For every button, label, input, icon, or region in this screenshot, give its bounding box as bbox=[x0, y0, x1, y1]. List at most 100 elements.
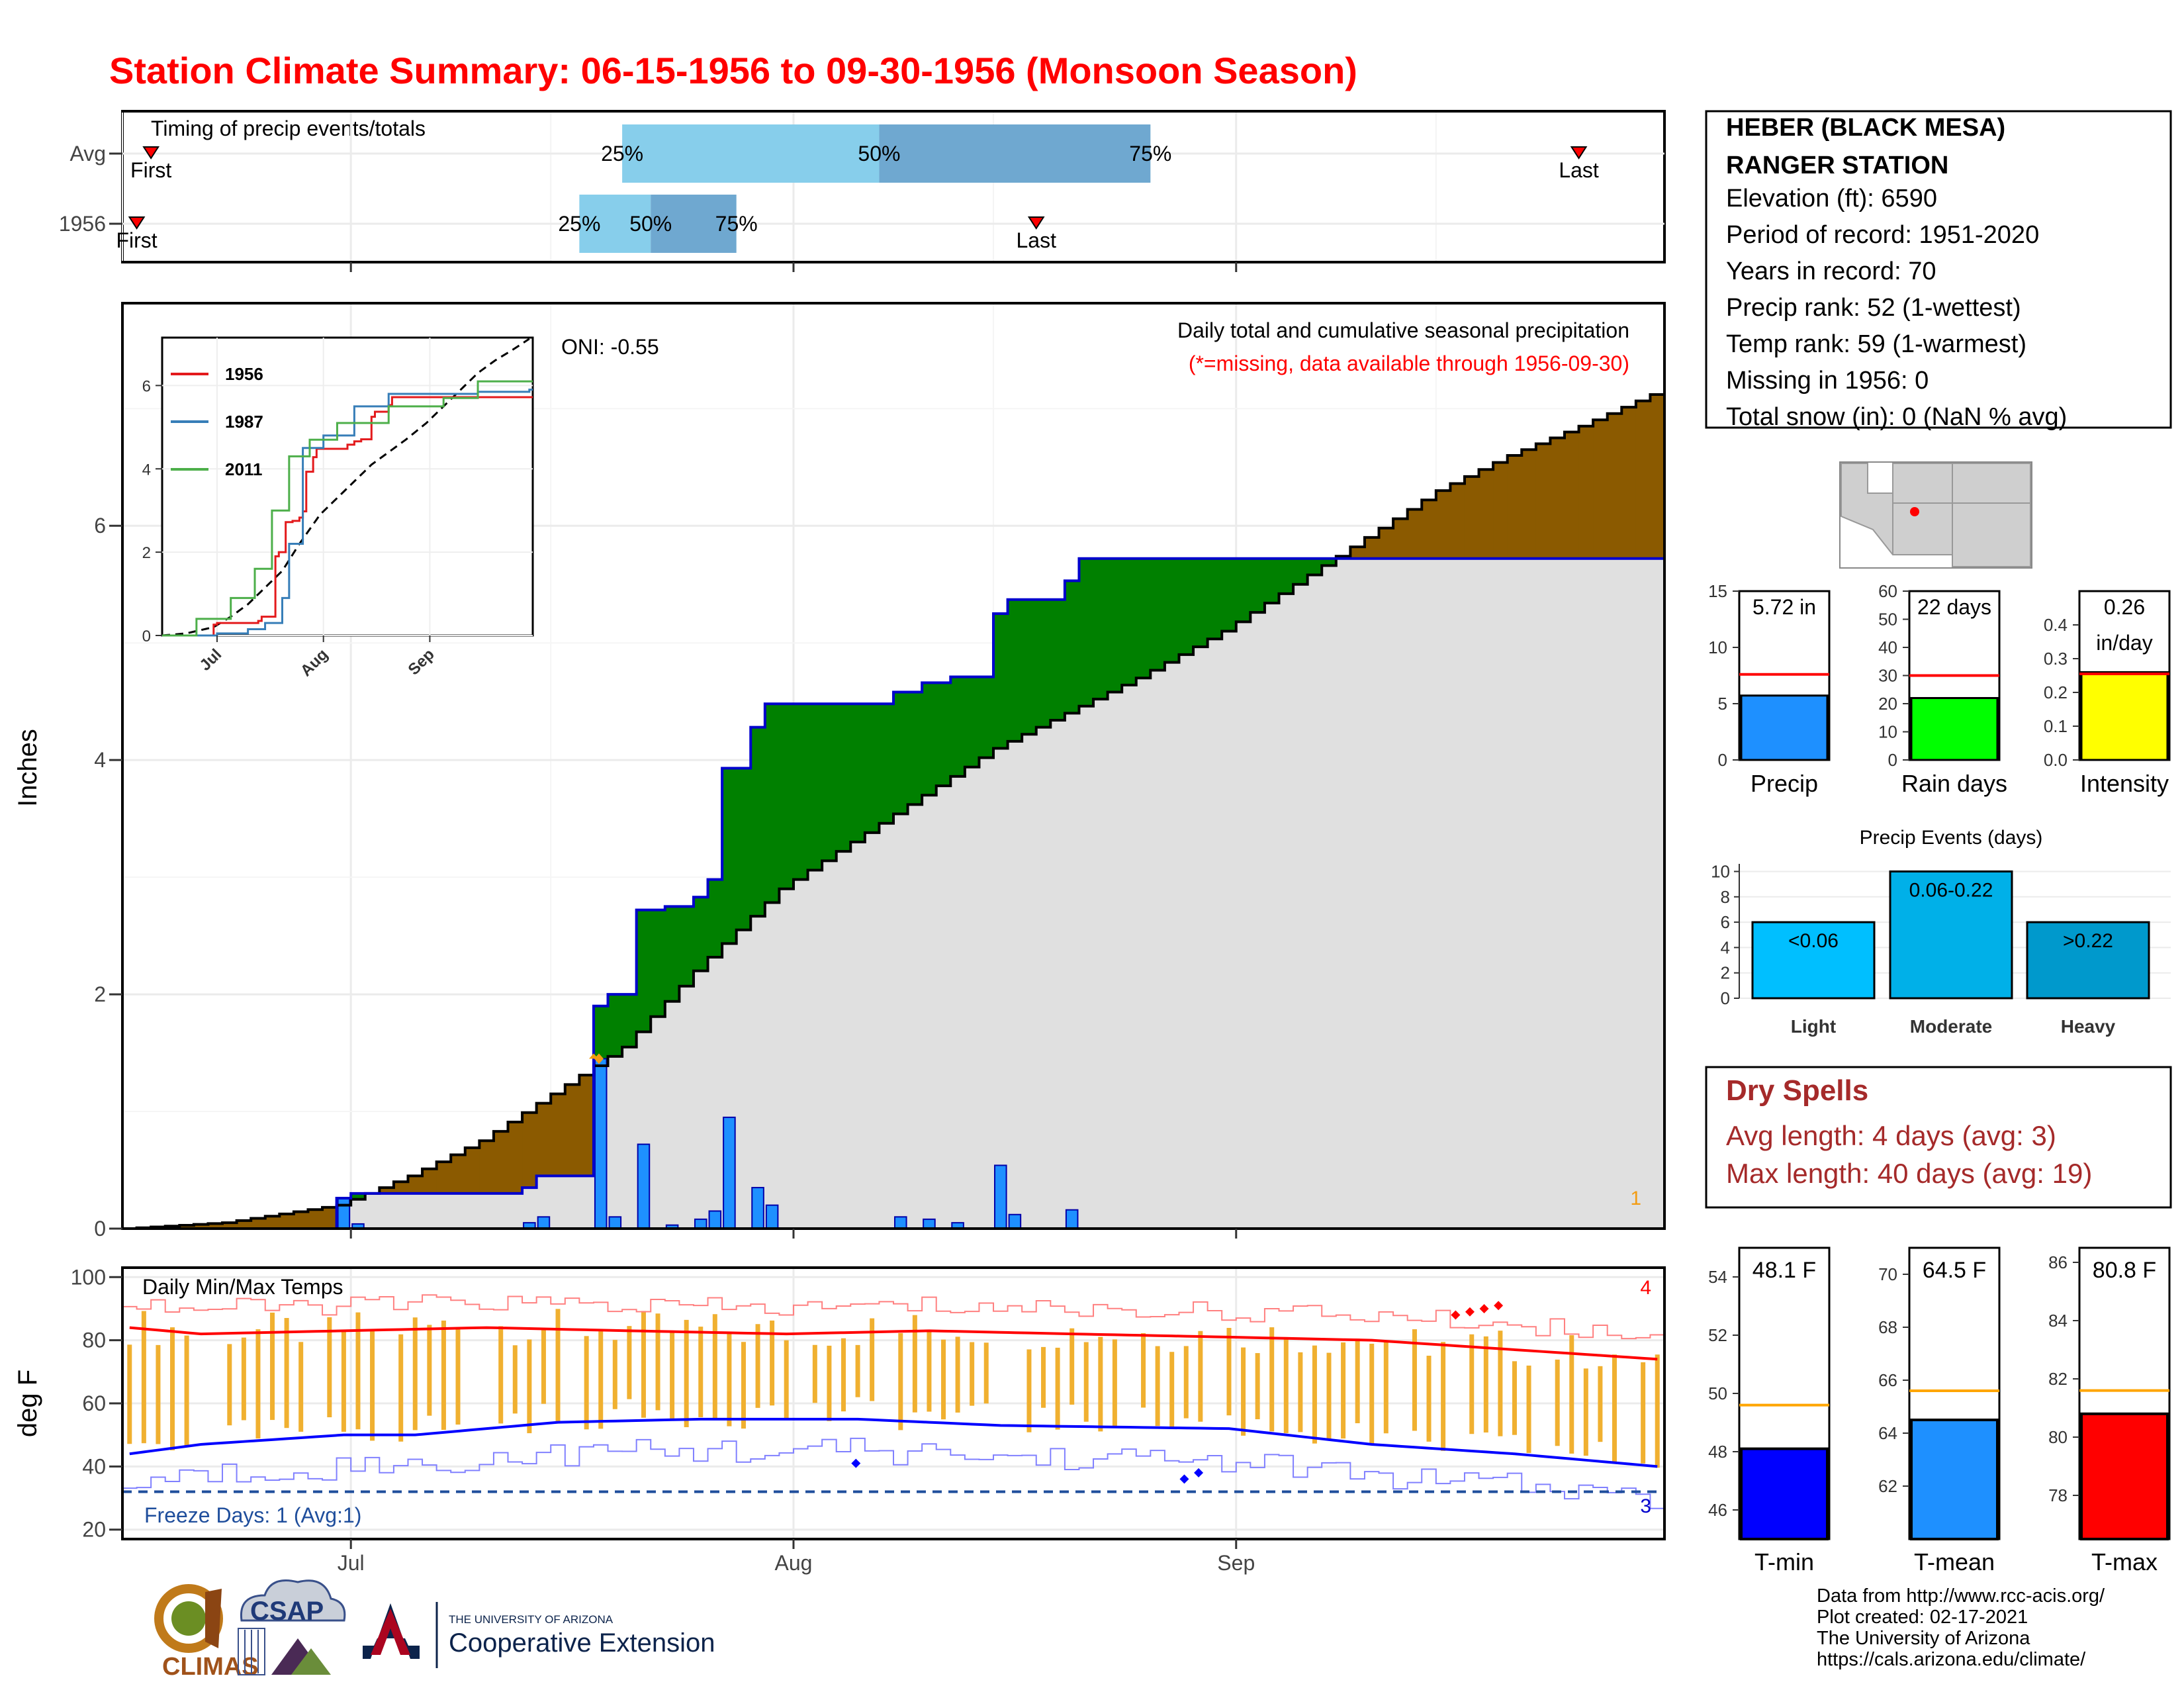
last-event-label: Last bbox=[1559, 158, 1599, 182]
timing-row-label: 1956 bbox=[59, 212, 106, 236]
temp-bar-ytick-label: 62 bbox=[1878, 1476, 1897, 1496]
precip-events-category-label: Moderate bbox=[1910, 1016, 1992, 1037]
summary-value-label: 22 days bbox=[1917, 595, 1991, 619]
above-normal-area bbox=[593, 1006, 609, 1066]
temp-value-label: 80.8 F bbox=[2093, 1258, 2156, 1283]
record-high-marker bbox=[1465, 1307, 1475, 1317]
y-axis-label: Inches bbox=[13, 729, 42, 807]
daily-temp-range bbox=[1326, 1352, 1332, 1440]
credit-line: Plot created: 02-17-2021 bbox=[1817, 1607, 2028, 1628]
station-info-line: Period of record: 1951-2020 bbox=[1726, 221, 2039, 249]
summary-ytick-label: 15 bbox=[1708, 581, 1727, 601]
temp-panel-label: Daily Min/Max Temps bbox=[142, 1275, 343, 1299]
summary-ytick-label: 30 bbox=[1878, 666, 1897, 686]
below-normal-area bbox=[308, 1209, 323, 1229]
temp-bar-label: T-max bbox=[2091, 1548, 2158, 1575]
summary-ytick-label: 0.4 bbox=[2044, 615, 2068, 635]
daily-temp-range bbox=[541, 1330, 546, 1404]
above-normal-area bbox=[722, 768, 737, 944]
daily-temp-range bbox=[1369, 1343, 1375, 1444]
missing-note: (*=missing, data available through 1956-… bbox=[1189, 352, 1629, 375]
temp-ytick-label: 60 bbox=[82, 1391, 106, 1415]
daily-temp-range bbox=[1412, 1329, 1417, 1431]
below-normal-area bbox=[1578, 426, 1594, 559]
daily-temp-range bbox=[127, 1344, 132, 1444]
temp-bar-ytick-label: 84 bbox=[2048, 1311, 2068, 1331]
above-normal-area bbox=[679, 906, 694, 986]
below-normal-area bbox=[208, 1223, 223, 1229]
above-normal-area bbox=[864, 704, 880, 833]
daily-temp-range bbox=[284, 1318, 289, 1429]
daily-precip-bar bbox=[694, 1218, 707, 1229]
quartile-label-50: 50% bbox=[858, 142, 900, 165]
temp-bar-ytick-label: 48 bbox=[1708, 1442, 1727, 1462]
last-event-label: Last bbox=[1016, 228, 1056, 252]
daily-temp-range bbox=[1298, 1352, 1303, 1432]
above-normal-area bbox=[1179, 558, 1194, 655]
summary-bar-chart-rain-days: 0 10 20 30 40 50 60 22 days Rain days bbox=[1878, 581, 2007, 797]
above-normal-area bbox=[1107, 558, 1122, 692]
daily-temp-range bbox=[855, 1344, 860, 1397]
precip-events-bar-heavy bbox=[2026, 921, 2150, 1000]
summary-ytick-label: 60 bbox=[1878, 581, 1897, 601]
summary-value-unit: in/day bbox=[2096, 631, 2152, 655]
legend-label-1956: 1956 bbox=[225, 364, 263, 384]
below-normal-area bbox=[522, 1112, 537, 1188]
daily-precip-bar bbox=[337, 1197, 351, 1229]
daily-precip-bar bbox=[765, 1204, 779, 1229]
temp-bar-ytick-label: 78 bbox=[2048, 1485, 2068, 1505]
daily-temp-range bbox=[841, 1338, 846, 1412]
daily-temp-range bbox=[1655, 1354, 1660, 1468]
below-normal-area bbox=[536, 1103, 551, 1176]
temp-bar-ytick-label: 54 bbox=[1708, 1267, 1727, 1287]
temp-bar-ytick-label: 52 bbox=[1708, 1325, 1727, 1345]
daily-temp-range bbox=[427, 1325, 432, 1416]
station-info-line: Years in record: 70 bbox=[1726, 258, 1936, 285]
climas-logo: CLIMAS bbox=[154, 1584, 259, 1681]
below-normal-area bbox=[1407, 509, 1422, 559]
above-normal-area bbox=[351, 1193, 366, 1199]
below-normal-area bbox=[1564, 432, 1580, 559]
daily-temp-range bbox=[898, 1333, 903, 1430]
timing-panel: Timing of precip events/totals Avg 25% 50%… bbox=[59, 110, 1666, 263]
above-normal-area bbox=[1250, 558, 1265, 613]
above-normal-area bbox=[964, 677, 980, 767]
record-low-marker bbox=[1194, 1468, 1204, 1477]
average-cumulative-line bbox=[122, 393, 1664, 1230]
record-low-count: 3 bbox=[1640, 1495, 1651, 1517]
university-name: THE UNIVERSITY OF ARIZONA bbox=[449, 1613, 614, 1626]
above-normal-area bbox=[1079, 558, 1094, 706]
daily-temp-range bbox=[584, 1336, 589, 1430]
daily-temp-range bbox=[527, 1339, 532, 1434]
daily-temp-range bbox=[784, 1340, 789, 1419]
above-normal-area bbox=[1222, 558, 1237, 632]
above-normal-area bbox=[1236, 558, 1251, 622]
record-high-marker bbox=[1451, 1310, 1461, 1320]
below-normal-area bbox=[479, 1141, 494, 1194]
record-high-marker bbox=[1494, 1301, 1504, 1311]
summary-ytick-label: 0.1 bbox=[2044, 716, 2068, 736]
normal-area bbox=[122, 558, 1664, 1229]
main-ytick-label: 4 bbox=[94, 748, 106, 772]
daily-temp-range bbox=[555, 1309, 561, 1421]
daily-temp-range bbox=[1598, 1366, 1603, 1442]
credit-line: The University of Arizona bbox=[1817, 1628, 2030, 1649]
below-normal-area bbox=[322, 1207, 338, 1229]
daily-precip-bar bbox=[923, 1218, 936, 1229]
below-normal-area bbox=[1550, 438, 1565, 559]
oni-label: ONI: -0.55 bbox=[561, 335, 659, 359]
above-normal-area bbox=[893, 692, 909, 814]
temperature-panel: Daily Min/Max Temps Freeze Days: 1 (Avg:… bbox=[13, 262, 1666, 1575]
locator-map bbox=[1839, 461, 2032, 569]
summary-bar-chart-precip: 0 5 10 15 5.72 in Precip bbox=[1708, 581, 1831, 797]
daily-temp-range bbox=[684, 1319, 689, 1427]
inset-ytick-label: 2 bbox=[142, 544, 151, 562]
summary-ytick-label: 0.0 bbox=[2044, 750, 2068, 770]
daily-temp-range bbox=[1383, 1341, 1388, 1434]
below-normal-area bbox=[1479, 469, 1494, 559]
quartile-label-75: 75% bbox=[715, 212, 758, 236]
below-normal-area bbox=[1507, 455, 1522, 559]
temp-value-label: 64.5 F bbox=[1923, 1258, 1986, 1283]
daily-temp-range bbox=[970, 1342, 975, 1406]
